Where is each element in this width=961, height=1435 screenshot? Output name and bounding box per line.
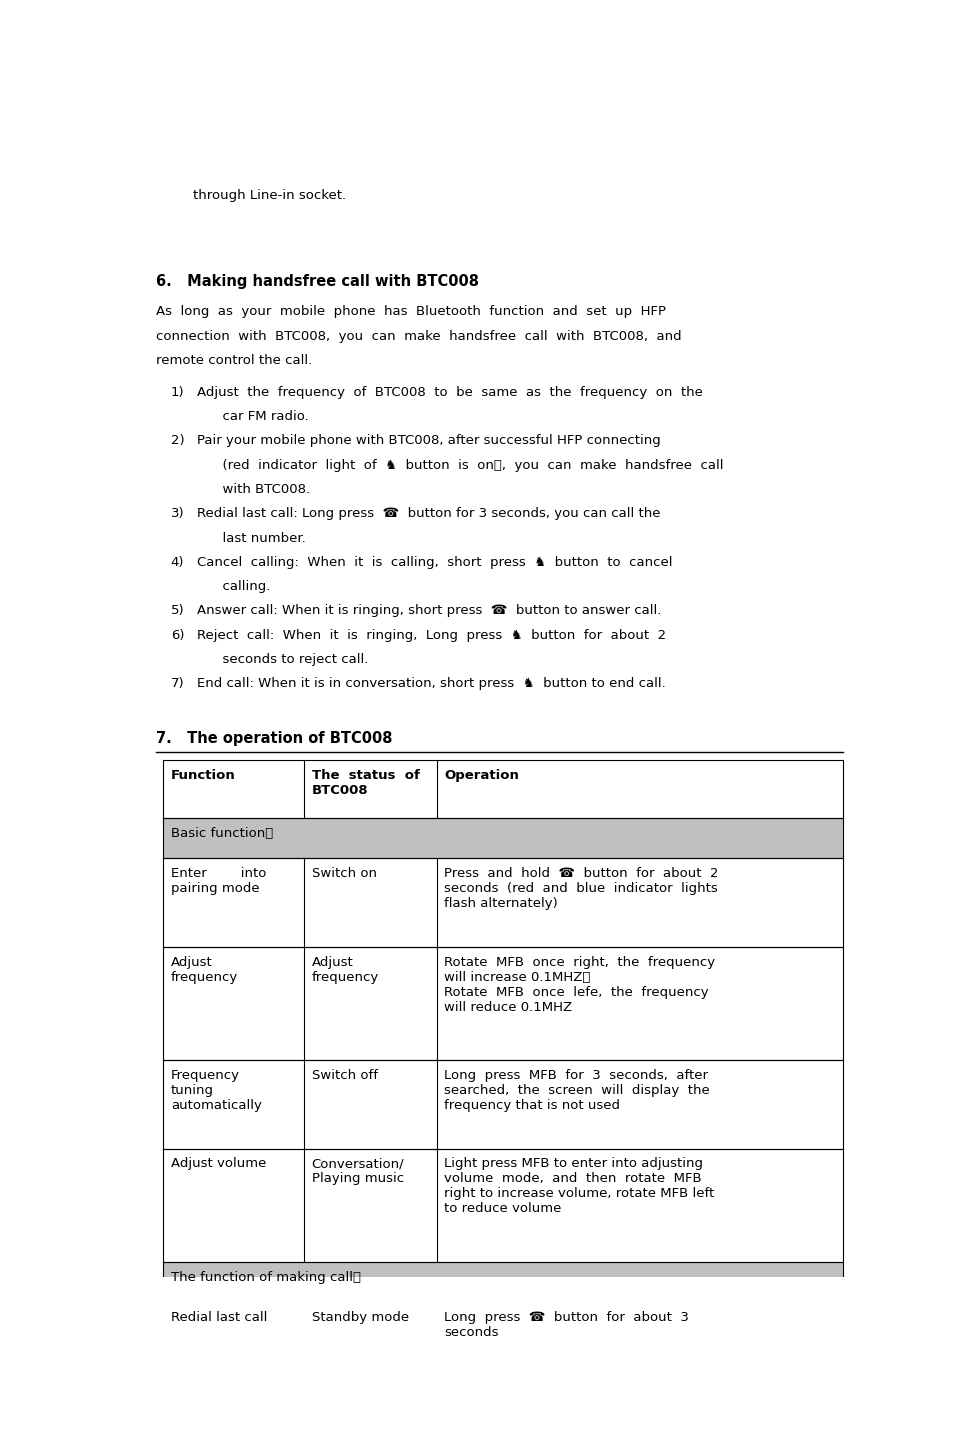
Text: Adjust
frequency: Adjust frequency — [311, 956, 379, 984]
Text: car FM radio.: car FM radio. — [197, 410, 308, 423]
Text: Switch off: Switch off — [311, 1069, 378, 1082]
Bar — [163, 1149, 843, 1261]
Text: Adjust  the  frequency  of  BTC008  to  be  same  as  the  frequency  on  the: Adjust the frequency of BTC008 to be sam… — [197, 386, 702, 399]
Text: 3): 3) — [171, 507, 185, 521]
Text: 5): 5) — [171, 604, 185, 617]
Text: Frequency
tuning
automatically: Frequency tuning automatically — [171, 1069, 261, 1112]
Text: with BTC008.: with BTC008. — [197, 484, 310, 497]
Bar — [163, 1261, 843, 1302]
Text: 6): 6) — [171, 629, 185, 641]
Text: Press  and  hold  ☎  button  for  about  2
seconds  (red  and  blue  indicator  : Press and hold ☎ button for about 2 seco… — [444, 867, 719, 910]
Text: Conversation/
Playing music: Conversation/ Playing music — [311, 1158, 405, 1185]
Bar — [163, 1302, 843, 1366]
Text: The function of making call：: The function of making call： — [171, 1270, 360, 1283]
Text: connection  with  BTC008,  you  can  make  handsfree  call  with  BTC008,  and: connection with BTC008, you can make han… — [156, 330, 681, 343]
Text: last number.: last number. — [197, 531, 306, 544]
Text: Redial last call: Redial last call — [171, 1310, 267, 1323]
Bar — [163, 947, 843, 1060]
Text: remote control the call.: remote control the call. — [156, 354, 312, 367]
Text: End call: When it is in conversation, short press  ♞  button to end call.: End call: When it is in conversation, sh… — [197, 677, 666, 690]
Text: Adjust
frequency: Adjust frequency — [171, 956, 238, 984]
Text: Switch on: Switch on — [311, 867, 377, 880]
Text: 6.   Making handsfree call with BTC008: 6. Making handsfree call with BTC008 — [156, 274, 479, 288]
Bar — [163, 858, 843, 947]
Text: 2): 2) — [171, 435, 185, 448]
Text: Redial last call: Long press  ☎  button for 3 seconds, you can call the: Redial last call: Long press ☎ button fo… — [197, 507, 660, 521]
Bar — [163, 761, 843, 818]
Text: through Line-in socket.: through Line-in socket. — [193, 189, 346, 202]
Text: As  long  as  your  mobile  phone  has  Bluetooth  function  and  set  up  HFP: As long as your mobile phone has Bluetoo… — [156, 306, 666, 319]
Text: seconds to reject call.: seconds to reject call. — [197, 653, 368, 666]
Text: Pair your mobile phone with BTC008, after successful HFP connecting: Pair your mobile phone with BTC008, afte… — [197, 435, 660, 448]
Text: (red  indicator  light  of  ♞  button  is  on）,  you  can  make  handsfree  call: (red indicator light of ♞ button is on）,… — [197, 459, 724, 472]
Text: 7.   The operation of BTC008: 7. The operation of BTC008 — [156, 730, 392, 746]
Bar — [163, 1060, 843, 1149]
Text: Operation: Operation — [444, 769, 519, 782]
Text: Long  press  MFB  for  3  seconds,  after
searched,  the  screen  will  display : Long press MFB for 3 seconds, after sear… — [444, 1069, 710, 1112]
Text: Function: Function — [171, 769, 235, 782]
Text: 4): 4) — [171, 555, 185, 568]
Text: Basic function：: Basic function： — [171, 827, 273, 839]
Text: Light press MFB to enter into adjusting
volume  mode,  and  then  rotate  MFB
ri: Light press MFB to enter into adjusting … — [444, 1158, 714, 1215]
Text: 1): 1) — [171, 386, 185, 399]
Text: Adjust volume: Adjust volume — [171, 1158, 266, 1171]
Text: 7): 7) — [171, 677, 185, 690]
Text: Reject  call:  When  it  is  ringing,  Long  press  ♞  button  for  about  2: Reject call: When it is ringing, Long pr… — [197, 629, 666, 641]
Text: Rotate  MFB  once  right,  the  frequency
will increase 0.1MHZ；
Rotate  MFB  onc: Rotate MFB once right, the frequency wil… — [444, 956, 715, 1013]
Bar — [163, 818, 843, 858]
Text: Long  press  ☎  button  for  about  3
seconds: Long press ☎ button for about 3 seconds — [444, 1310, 689, 1339]
Text: The  status  of
BTC008: The status of BTC008 — [311, 769, 419, 796]
Text: calling.: calling. — [197, 580, 270, 593]
Text: Answer call: When it is ringing, short press  ☎  button to answer call.: Answer call: When it is ringing, short p… — [197, 604, 661, 617]
Text: Standby mode: Standby mode — [311, 1310, 408, 1323]
Text: Enter        into
pairing mode: Enter into pairing mode — [171, 867, 266, 895]
Text: Cancel  calling:  When  it  is  calling,  short  press  ♞  button  to  cancel: Cancel calling: When it is calling, shor… — [197, 555, 673, 568]
